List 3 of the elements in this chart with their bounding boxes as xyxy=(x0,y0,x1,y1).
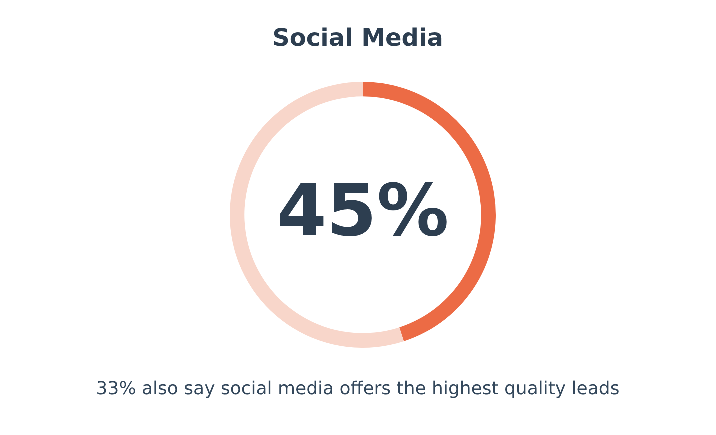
data-label: 45% xyxy=(276,168,450,253)
text: 33% also say social media offers the highest quality leads xyxy=(96,378,620,400)
chart-title: Social Media xyxy=(272,24,444,52)
